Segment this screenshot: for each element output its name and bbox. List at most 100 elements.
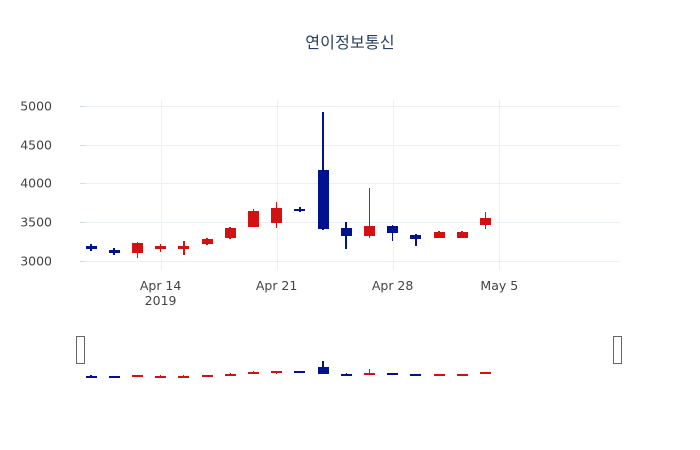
candle-body	[131, 243, 143, 254]
range-start-handle[interactable]	[76, 336, 85, 364]
x-axis-tick-label: Apr 21	[256, 278, 298, 293]
range-slider-body	[479, 372, 491, 375]
candle-body	[155, 246, 167, 249]
range-slider-candlestick	[479, 330, 491, 378]
gridline-x-Apr-14	[160, 100, 162, 270]
range-slider-body	[294, 371, 306, 374]
range-end-handle[interactable]	[613, 336, 622, 364]
range-slider-candlestick	[387, 330, 399, 378]
plot-area[interactable]	[85, 100, 620, 270]
candlestick[interactable]	[271, 100, 283, 270]
candlestick[interactable]	[178, 100, 190, 270]
candlestick[interactable]	[340, 100, 352, 270]
candle-body	[108, 249, 120, 253]
x-tick-date: Apr 28	[371, 278, 414, 293]
range-slider-body	[340, 373, 352, 376]
range-slider-body	[363, 373, 375, 376]
y-axis-tick-label: 4500	[20, 137, 52, 153]
candle-wick	[415, 234, 417, 246]
gridline-y-3500	[85, 222, 620, 224]
candle-body	[247, 210, 259, 227]
y-axis-tick-mark	[80, 144, 85, 146]
range-slider-candlestick	[201, 330, 213, 378]
x-axis-tick-label: May 5	[480, 278, 518, 293]
range-slider-body	[224, 373, 236, 376]
range-slider-wick	[368, 369, 370, 375]
range-slider-body	[108, 375, 120, 378]
y-axis-tick-mark	[80, 222, 85, 224]
range-slider-body	[155, 375, 167, 378]
range-slider-body	[317, 367, 329, 374]
candlestick[interactable]	[479, 100, 491, 270]
range-slider-candlestick	[108, 330, 120, 378]
candlestick[interactable]	[410, 100, 422, 270]
x-axis-tick-label: Apr 28	[372, 278, 414, 293]
candlestick[interactable]	[456, 100, 468, 270]
y-axis-tick-mark	[80, 260, 85, 262]
candle-body	[340, 228, 352, 236]
candle-body	[317, 170, 329, 230]
range-slider-body	[387, 373, 399, 376]
chart-title: 연이정보통신	[305, 33, 395, 52]
candlestick[interactable]	[433, 100, 445, 270]
candle-body	[178, 246, 190, 250]
range-slider-candlestick	[294, 330, 306, 378]
y-axis-tick-mark	[80, 183, 85, 185]
range-slider-candlestick	[247, 330, 259, 378]
y-axis-tick-label: 3000	[20, 253, 52, 269]
candle-body	[479, 217, 491, 226]
candlestick[interactable]	[224, 100, 236, 270]
candle-body	[85, 246, 97, 250]
range-slider-preview[interactable]	[85, 330, 620, 378]
candlestick[interactable]	[108, 100, 120, 270]
range-slider-candlestick	[178, 330, 190, 378]
gridline-y-5000	[85, 106, 620, 108]
candlestick[interactable]	[363, 100, 375, 270]
x-tick-date: Apr 21	[255, 278, 298, 293]
range-slider-candlestick	[131, 330, 143, 378]
candlestick[interactable]	[387, 100, 399, 270]
x-tick-date: May 5	[480, 278, 519, 293]
candlestick[interactable]	[85, 100, 97, 270]
range-slider-body	[433, 373, 445, 376]
range-slider-candlestick	[85, 330, 97, 378]
candle-body	[271, 208, 283, 223]
range-slider-candlestick	[340, 330, 352, 378]
range-slider-candlestick	[456, 330, 468, 378]
range-slider-candlestick	[363, 330, 375, 378]
candlestick[interactable]	[247, 100, 259, 270]
candle-body	[363, 226, 375, 236]
gridline-y-3000	[85, 260, 620, 262]
candlestick[interactable]	[201, 100, 213, 270]
candle-body	[224, 228, 236, 238]
range-slider-body	[131, 375, 143, 378]
range-slider-body	[178, 375, 190, 378]
x-tick-year: 2019	[144, 293, 177, 308]
range-slider-candlestick	[155, 330, 167, 378]
x-axis-tick-label: Apr 14 2019	[140, 278, 182, 308]
candle-body	[201, 238, 213, 245]
range-slider-candlestick	[224, 330, 236, 378]
range-slider-body	[271, 371, 283, 374]
candle-body	[433, 232, 445, 238]
y-axis-tick-mark	[80, 106, 85, 108]
candle-body	[387, 225, 399, 233]
range-slider-candlestick	[433, 330, 445, 378]
candlestick[interactable]	[131, 100, 143, 270]
range-slider-body	[85, 375, 97, 378]
x-tick-date: Apr 14	[139, 278, 182, 293]
candle-body	[294, 209, 306, 212]
range-slider-candlestick	[410, 330, 422, 378]
candlestick[interactable]	[155, 100, 167, 270]
candle-wick	[391, 224, 394, 242]
gridline-x-May-5	[499, 100, 501, 270]
range-slider-body	[456, 373, 468, 376]
gridline-y-4000	[85, 183, 620, 185]
candlestick[interactable]	[317, 100, 329, 270]
range-slider-candlestick	[271, 330, 283, 378]
candlestick[interactable]	[294, 100, 306, 270]
y-axis-tick-label: 5000	[20, 98, 52, 114]
range-slider[interactable]	[76, 330, 622, 378]
range-slider-body	[410, 374, 422, 377]
